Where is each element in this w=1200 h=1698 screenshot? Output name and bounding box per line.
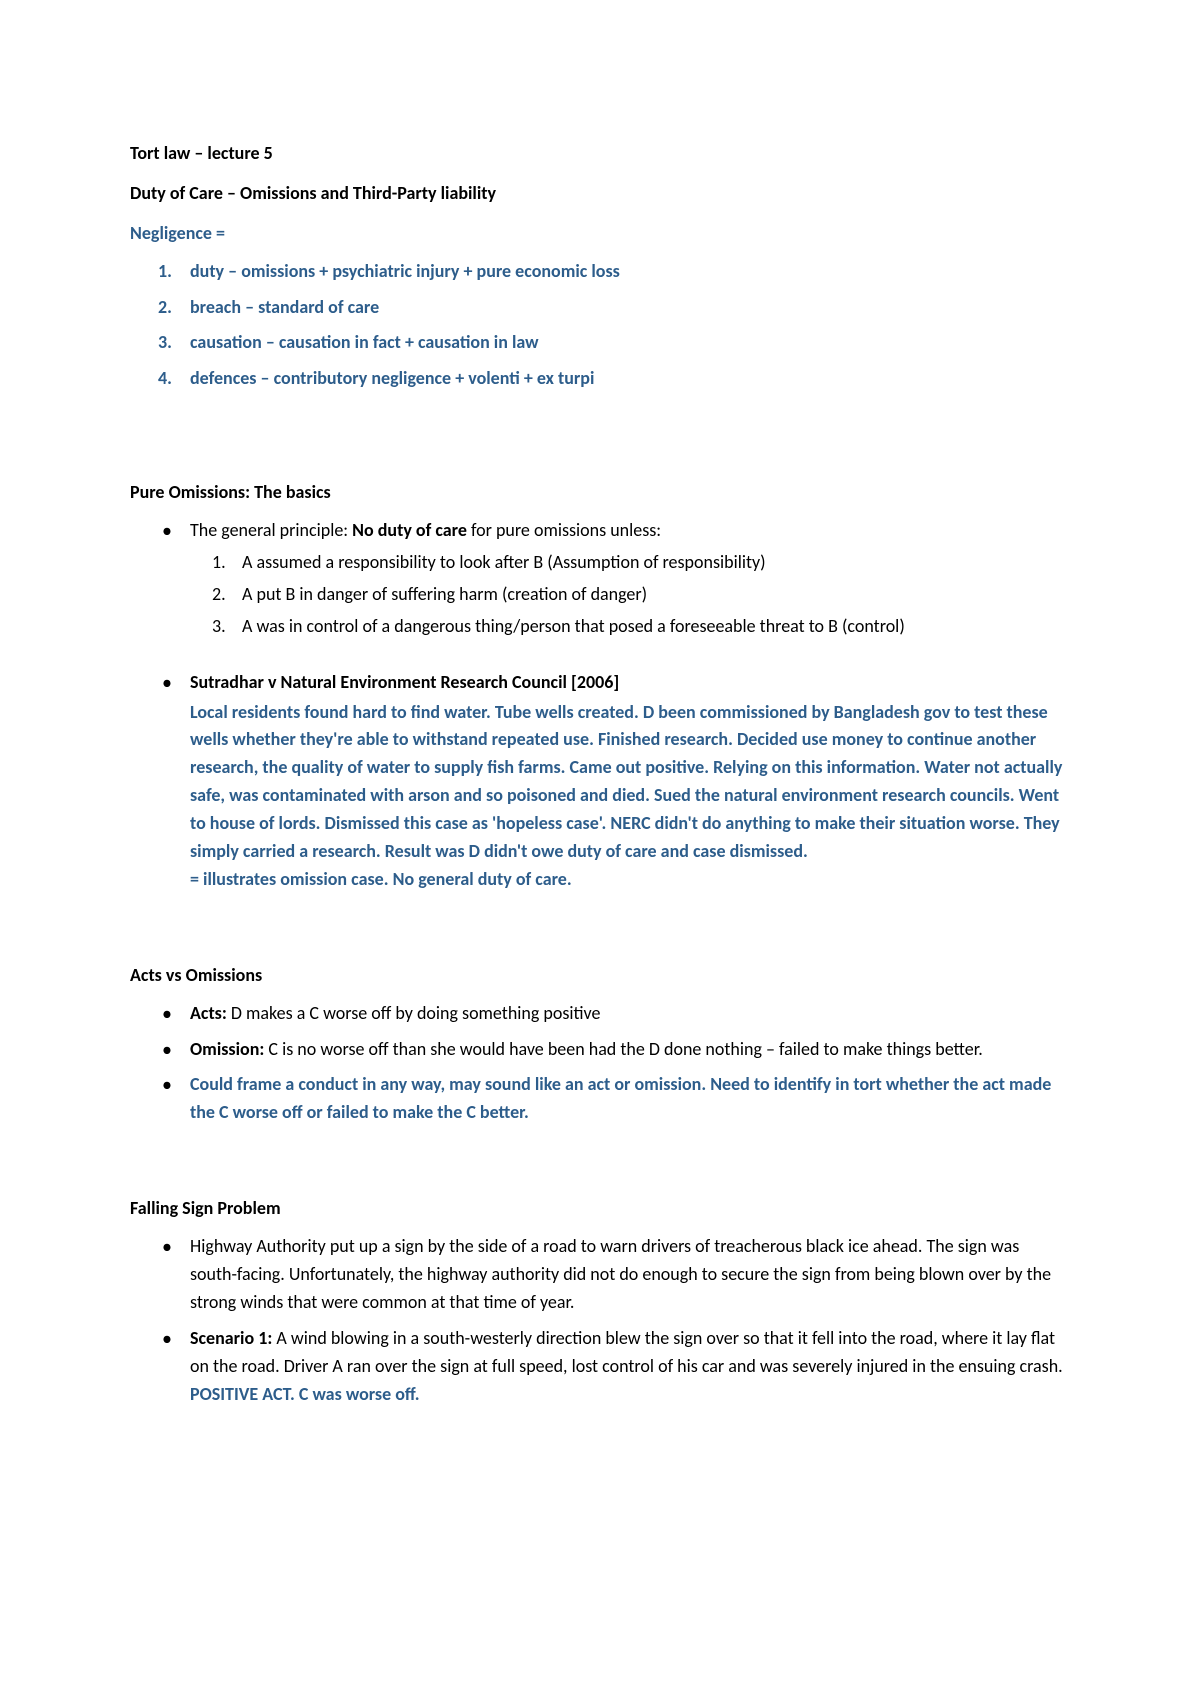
list-item: A was in control of a dangerous thing/pe… [242, 613, 1070, 641]
list-item: A put B in danger of suffering harm (cre… [242, 581, 1070, 609]
case-conclusion: = illustrates omission case. No general … [190, 866, 1070, 894]
case-title: Sutradhar v Natural Environment Research… [190, 671, 619, 693]
list-item: breach – standard of care [190, 294, 1070, 322]
scenario-tag: POSITIVE ACT. C was worse off. [190, 1383, 420, 1405]
lecture-title: Tort law – lecture 5 [130, 140, 1070, 168]
document-page: Tort law – lecture 5 Duty of Care – Omis… [0, 0, 1200, 1698]
scenario-label: Scenario 1: [190, 1327, 272, 1349]
acts-omissions-list: Acts: D makes a C worse off by doing som… [130, 1000, 1070, 1128]
list-item: duty – omissions + psychiatric injury + … [190, 258, 1070, 286]
list-item: Could frame a conduct in any way, may so… [190, 1071, 1070, 1127]
list-item: causation – causation in fact + causatio… [190, 329, 1070, 357]
pure-omissions-list: The general principle: No duty of care f… [130, 517, 1070, 641]
acts-label: Acts: [190, 1002, 227, 1024]
list-item: Highway Authority put up a sign by the s… [190, 1233, 1070, 1317]
principle-suffix: for pure omissions unless: [467, 519, 661, 541]
conditions-list: A assumed a responsibility to look after… [190, 549, 1070, 641]
falling-sign-list: Highway Authority put up a sign by the s… [130, 1233, 1070, 1408]
negligence-heading: Negligence = [130, 220, 1070, 248]
principle-prefix: The general principle: [190, 519, 352, 541]
list-item: Scenario 1: A wind blowing in a south-we… [190, 1325, 1070, 1409]
omission-label: Omission: [190, 1038, 264, 1060]
list-item: A assumed a responsibility to look after… [242, 549, 1070, 577]
acts-omissions-title: Acts vs Omissions [130, 962, 1070, 990]
list-item: Acts: D makes a C worse off by doing som… [190, 1000, 1070, 1028]
acts-note: Could frame a conduct in any way, may so… [190, 1073, 1051, 1123]
case-body: Local residents found hard to find water… [190, 699, 1070, 866]
lecture-subtitle: Duty of Care – Omissions and Third-Party… [130, 180, 1070, 208]
omission-text: C is no worse off than she would have be… [264, 1038, 982, 1060]
falling-sign-title: Falling Sign Problem [130, 1195, 1070, 1223]
list-item: defences – contributory negligence + vol… [190, 365, 1070, 393]
list-item: The general principle: No duty of care f… [190, 517, 1070, 641]
list-item: Sutradhar v Natural Environment Research… [190, 669, 1070, 894]
pure-omissions-title: Pure Omissions: The basics [130, 479, 1070, 507]
principle-bold: No duty of care [352, 519, 467, 541]
list-item: Omission: C is no worse off than she wou… [190, 1036, 1070, 1064]
case-list: Sutradhar v Natural Environment Research… [130, 669, 1070, 894]
scenario-text: A wind blowing in a south-westerly direc… [190, 1327, 1063, 1377]
negligence-list: duty – omissions + psychiatric injury + … [130, 258, 1070, 394]
acts-text: D makes a C worse off by doing something… [227, 1002, 601, 1024]
